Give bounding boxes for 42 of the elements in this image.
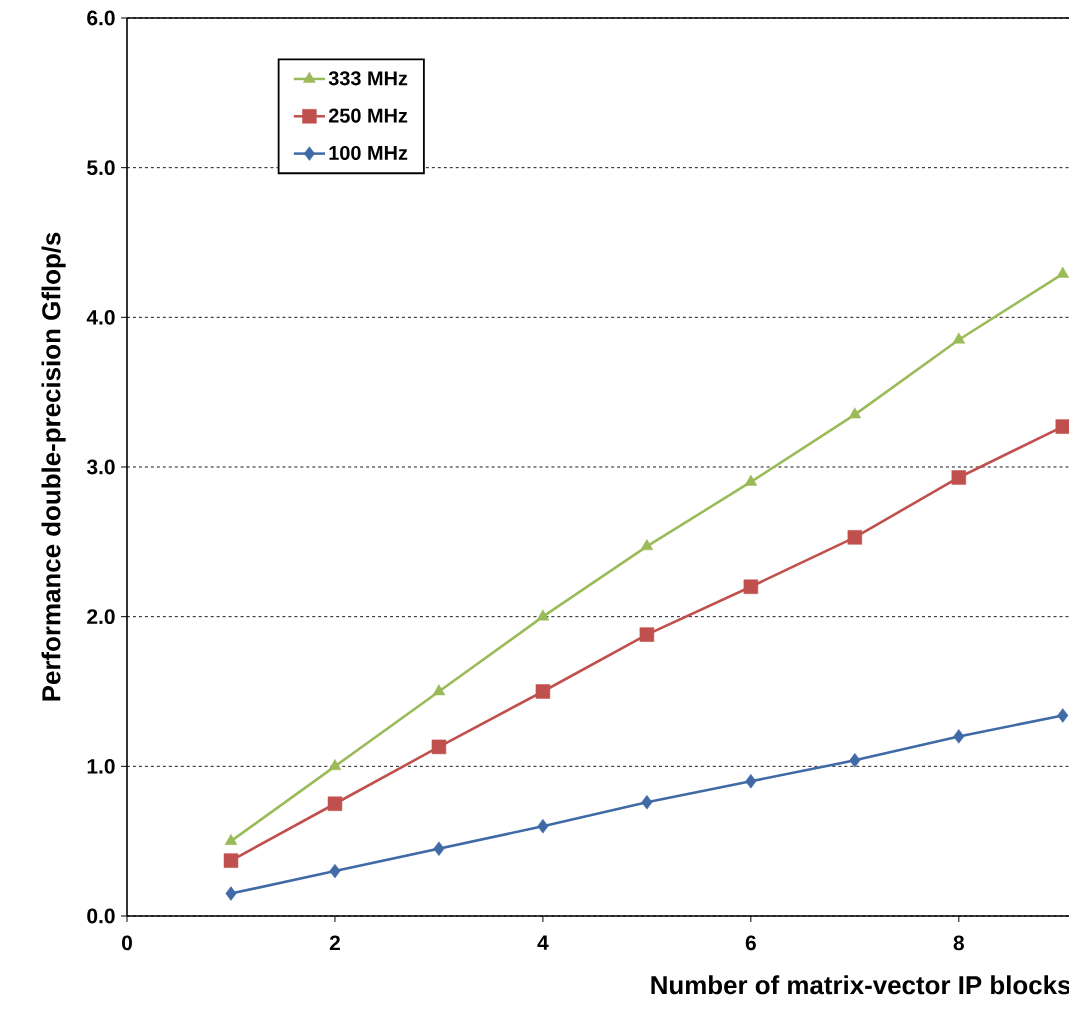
point — [432, 684, 446, 696]
point — [535, 684, 551, 699]
legend-label: 250 MHz — [328, 108, 408, 123]
x-tick-label: 2 — [329, 935, 340, 951]
y-tick-label: 0.0 — [87, 908, 115, 924]
point — [641, 795, 653, 810]
point — [744, 474, 758, 486]
x-tick-label: 6 — [745, 935, 756, 951]
y-tick-label: 5.0 — [87, 160, 115, 176]
y-tick-label: 1.0 — [87, 758, 115, 774]
x-tick-label: 8 — [953, 935, 964, 951]
point — [849, 753, 861, 768]
legend-label: 333 MHz — [328, 71, 408, 86]
point — [536, 609, 550, 621]
x-tick-label: 0 — [122, 935, 132, 951]
y-tick-label: 6.0 — [87, 10, 115, 26]
legend-label: 100 MHz — [329, 145, 408, 160]
point — [433, 841, 445, 856]
point — [431, 739, 447, 755]
point — [1055, 419, 1069, 434]
point — [953, 729, 965, 744]
point — [327, 796, 343, 811]
point — [743, 579, 759, 594]
point — [847, 530, 863, 545]
point — [848, 407, 862, 419]
point — [1056, 266, 1069, 278]
y-tick-label: 3.0 — [86, 459, 115, 475]
point — [537, 818, 549, 834]
point — [328, 759, 342, 771]
point — [952, 332, 966, 344]
y-tick-label: 2.0 — [87, 609, 115, 625]
point — [639, 627, 655, 642]
point — [745, 774, 757, 789]
point — [225, 886, 237, 901]
point — [951, 470, 967, 485]
x-tick-label: 4 — [537, 935, 549, 950]
y-axis-title: Performance double-precision Gflop/s — [41, 232, 66, 701]
y-tick-label: 4.0 — [86, 309, 115, 325]
point — [223, 853, 239, 868]
point — [329, 863, 341, 879]
point — [1057, 708, 1069, 723]
point — [640, 539, 654, 551]
